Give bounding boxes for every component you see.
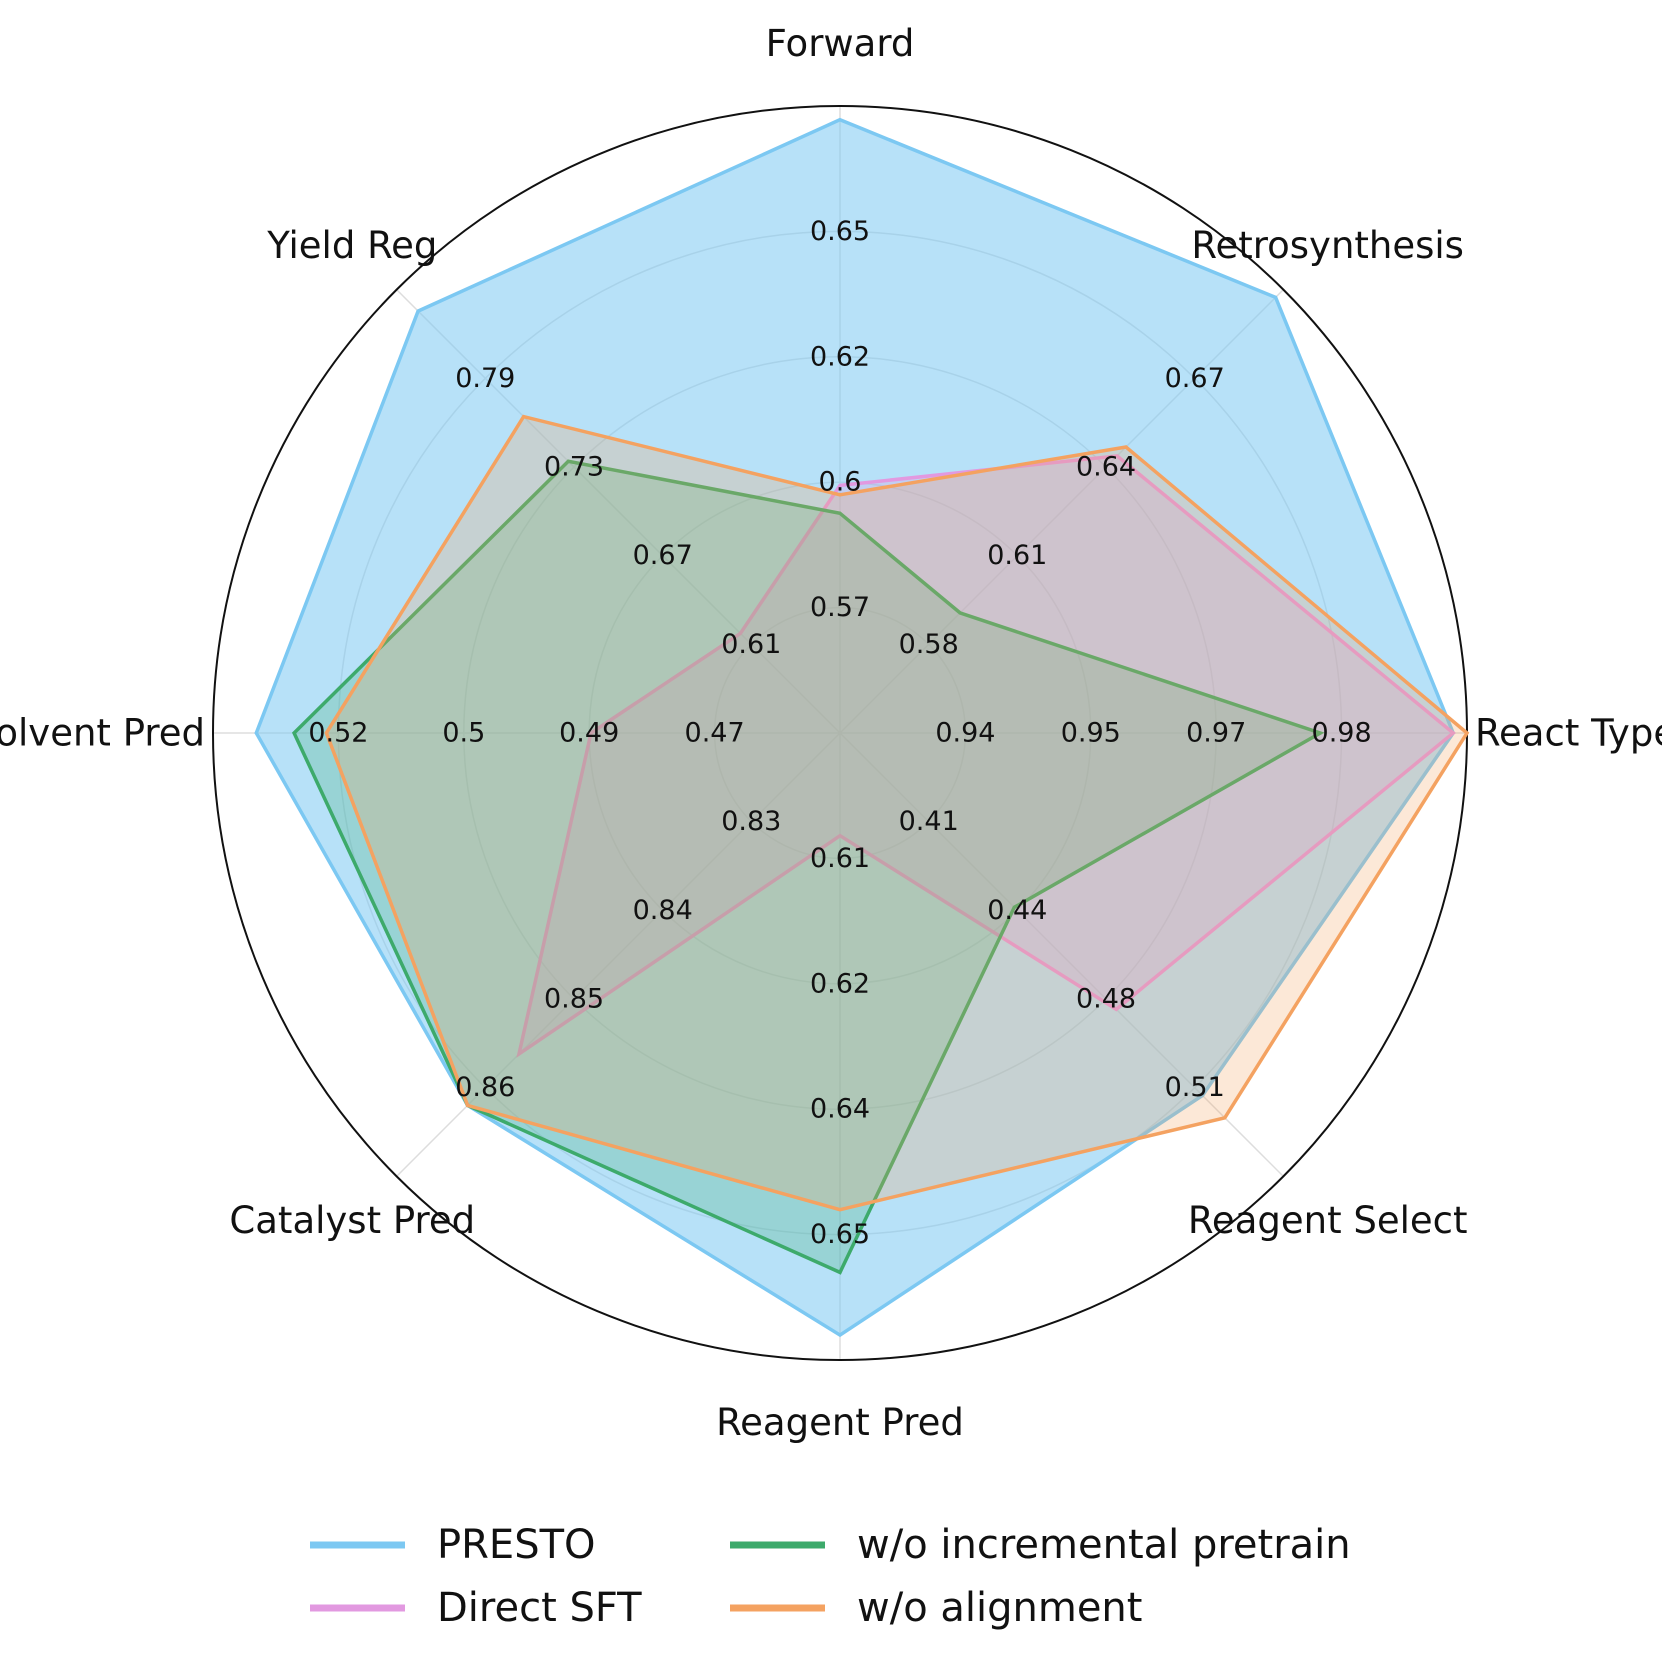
tick-label-retrosynthesis-3: 0.64 bbox=[1076, 452, 1136, 483]
tick-label-catalyst-pred-2: 0.84 bbox=[633, 895, 693, 926]
axis-label-react-type: React Type bbox=[1475, 712, 1662, 755]
tick-label-retrosynthesis-2: 0.61 bbox=[987, 540, 1047, 571]
axis-label-yield-reg: Yield Reg bbox=[266, 224, 437, 267]
tick-label-reagent-pred-4: 0.65 bbox=[810, 1219, 870, 1250]
tick-label-forward-4: 0.65 bbox=[810, 216, 870, 247]
tick-label-react-type-4: 0.98 bbox=[1312, 718, 1372, 749]
tick-label-solvent-pred-3: 0.5 bbox=[442, 718, 485, 749]
axis-label-reagent-select: Reagent Select bbox=[1188, 1199, 1468, 1242]
axis-label-solvent-pred: Solvent Pred bbox=[0, 712, 205, 755]
series-w-o-alignment bbox=[324, 414, 1470, 1212]
legend-label-w-o-alignment: w/o alignment bbox=[857, 1585, 1142, 1631]
tick-label-reagent-select-2: 0.44 bbox=[987, 895, 1047, 926]
tick-label-reagent-pred-2: 0.62 bbox=[810, 968, 870, 999]
legend-label-w-o-incremental-pretrain: w/o incremental pretrain bbox=[857, 1522, 1351, 1568]
tick-label-catalyst-pred-1: 0.83 bbox=[721, 806, 781, 837]
tick-label-reagent-pred-3: 0.64 bbox=[810, 1094, 870, 1125]
tick-label-forward-3: 0.62 bbox=[810, 341, 870, 372]
axis-label-catalyst-pred: Catalyst Pred bbox=[229, 1199, 475, 1242]
tick-label-reagent-pred-1: 0.61 bbox=[810, 843, 870, 874]
legend-label-presto: PRESTO bbox=[437, 1522, 596, 1568]
tick-label-react-type-2: 0.95 bbox=[1061, 718, 1121, 749]
radar-tick-labels: 0.57 0.6 0.62 0.65 0.58 0.61 0.64 0.67 0.94 0.95 0… bbox=[308, 216, 1371, 1250]
legend-label-direct-sft: Direct SFT bbox=[437, 1585, 642, 1631]
tick-label-solvent-pred-4: 0.52 bbox=[308, 718, 368, 749]
axis-label-retrosynthesis: Retrosynthesis bbox=[1191, 224, 1464, 267]
radar-axis-labels: Forward Retrosynthesis React Type Reagent S… bbox=[0, 22, 1662, 1444]
tick-label-catalyst-pred-3: 0.85 bbox=[544, 984, 604, 1015]
series-w-o-incremental-pretrain bbox=[291, 459, 1325, 1275]
tick-label-retrosynthesis-1: 0.58 bbox=[899, 629, 959, 660]
tick-label-yield-reg-3: 0.73 bbox=[544, 452, 604, 483]
tick-label-retrosynthesis-4: 0.67 bbox=[1165, 363, 1225, 394]
tick-label-forward-1: 0.57 bbox=[810, 592, 870, 623]
tick-label-yield-reg-2: 0.67 bbox=[633, 540, 693, 571]
tick-label-solvent-pred-2: 0.49 bbox=[559, 718, 619, 749]
radar-series bbox=[254, 117, 1470, 1338]
tick-label-forward-2: 0.6 bbox=[819, 467, 862, 498]
axis-label-forward: Forward bbox=[766, 22, 915, 65]
tick-label-reagent-select-4: 0.51 bbox=[1165, 1072, 1225, 1103]
tick-label-solvent-pred-1: 0.47 bbox=[685, 718, 745, 749]
tick-label-yield-reg-1: 0.61 bbox=[721, 629, 781, 660]
tick-label-reagent-select-3: 0.48 bbox=[1076, 984, 1136, 1015]
tick-label-react-type-1: 0.94 bbox=[935, 718, 995, 749]
tick-label-yield-reg-4: 0.79 bbox=[455, 363, 515, 394]
axis-label-reagent-pred: Reagent Pred bbox=[716, 1401, 964, 1444]
tick-label-react-type-3: 0.97 bbox=[1186, 718, 1246, 749]
legend: PRESTO Direct SFT w/o incremental pretrain… bbox=[310, 1522, 1351, 1631]
tick-label-catalyst-pred-4: 0.86 bbox=[455, 1072, 515, 1103]
tick-label-reagent-select-1: 0.41 bbox=[899, 806, 959, 837]
series-direct-sft bbox=[516, 454, 1456, 1058]
